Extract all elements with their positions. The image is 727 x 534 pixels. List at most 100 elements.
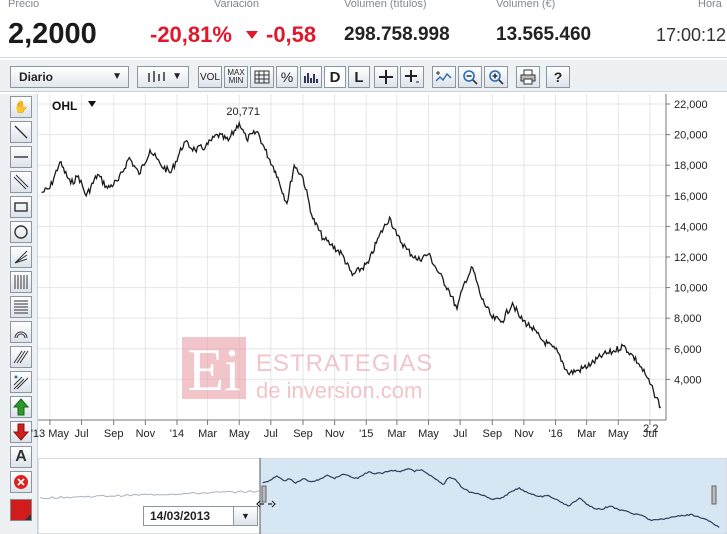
- chart-annotations: 20,771 2,2: [226, 106, 658, 435]
- last-price: 2,2000: [8, 18, 97, 50]
- navigator-history-line: [39, 490, 260, 500]
- range-navigator[interactable]: [38, 458, 727, 534]
- x-tick-label: Mar: [387, 428, 406, 440]
- rectangle-tool[interactable]: [10, 196, 32, 218]
- arrow-up-green-icon: [13, 398, 29, 416]
- navigator-left-handle[interactable]: [256, 485, 276, 508]
- x-tick-label: '13 May: [31, 428, 70, 440]
- delete-drawings-tool[interactable]: [10, 471, 32, 493]
- x-tick-label: Nov: [514, 428, 534, 440]
- help-button[interactable]: ?: [546, 66, 570, 88]
- change-label: Variación: [214, 0, 260, 10]
- chart-grid: [38, 94, 666, 420]
- printer-icon: [520, 69, 536, 85]
- percent-button[interactable]: %: [276, 66, 298, 88]
- grid-button[interactable]: [250, 66, 274, 88]
- x-tick-label: Sep: [104, 428, 124, 440]
- date-dropdown-button[interactable]: ▼: [233, 507, 257, 525]
- fibonacci-time-tool[interactable]: [10, 271, 32, 293]
- x-tick-label: Jul: [453, 428, 467, 440]
- navigator-right-handle[interactable]: [711, 485, 717, 505]
- chevron-down-icon: ▼: [241, 511, 250, 521]
- crosshair-label-icon: [405, 70, 419, 83]
- crosshair-label-button[interactable]: [400, 66, 424, 88]
- x-tick-label: Jul: [643, 428, 657, 440]
- watermark-letters: Ei: [187, 337, 240, 403]
- x-tick-label: Nov: [325, 428, 345, 440]
- time-label: Hora: [698, 0, 722, 10]
- zoom-in-button[interactable]: [484, 66, 508, 88]
- zoom-out-icon: [463, 70, 478, 85]
- arc-tool[interactable]: [10, 321, 32, 343]
- x-tick-label: Sep: [482, 428, 502, 440]
- max-min-button[interactable]: MAX MIN: [224, 66, 248, 88]
- text-tool[interactable]: A: [10, 446, 32, 468]
- chart-type-select[interactable]: ▼: [137, 66, 189, 88]
- print-button[interactable]: [516, 66, 540, 88]
- vertical-lines-icon: [14, 275, 28, 289]
- daily-scale-button[interactable]: D: [324, 66, 346, 88]
- change-absolute: -0,58: [266, 22, 317, 47]
- log-scale-button[interactable]: L: [348, 66, 370, 88]
- rectangle-icon: [14, 202, 28, 212]
- y-axis: 22,000 20,000 18,000 16,000 14,000 12,000 10,0…: [666, 99, 708, 386]
- watermark-logo: Ei ESTRATEGIAS de inversion.com: [182, 337, 432, 403]
- sell-signal-tool[interactable]: [10, 421, 32, 443]
- color-picker-corner-icon: [25, 514, 31, 520]
- x-tick-label: May: [608, 428, 629, 440]
- start-date-field[interactable]: 14/03/2013 ▼: [143, 506, 258, 526]
- x-tick-label: Nov: [136, 428, 156, 440]
- x-tick-label: '15: [359, 428, 373, 440]
- x-tick-label: Mar: [577, 428, 596, 440]
- horizontal-line-tool[interactable]: [10, 146, 32, 168]
- zoom-out-button[interactable]: [458, 66, 482, 88]
- title-dropdown-icon[interactable]: [88, 101, 96, 107]
- volume-button[interactable]: VOL: [198, 66, 222, 88]
- gann-tool[interactable]: [10, 346, 32, 368]
- period-select[interactable]: Diario ▼: [10, 66, 129, 88]
- color-picker[interactable]: [10, 499, 32, 521]
- y-tick-label: 20,000: [674, 130, 708, 142]
- max-label: MAX: [227, 68, 245, 77]
- parallel-channel-tool[interactable]: [10, 171, 32, 193]
- data-annotation: 20,771: [226, 106, 260, 118]
- volume-eur-label: Volumen (€): [496, 0, 556, 10]
- histogram-icon: [304, 73, 318, 83]
- y-tick-label: 12,000: [674, 252, 708, 264]
- y-tick-label: 10,000: [674, 283, 708, 295]
- fibonacci-retracement-tool[interactable]: [10, 296, 32, 318]
- min-label: MIN: [228, 76, 244, 85]
- ellipse-tool[interactable]: [10, 221, 32, 243]
- price-series-line: [41, 120, 662, 409]
- candlestick-icon: [148, 71, 165, 82]
- trend-line-tool[interactable]: [10, 121, 32, 143]
- fan-tool[interactable]: [10, 246, 32, 268]
- chevron-down-icon: ▼: [172, 71, 182, 82]
- circle-icon: [14, 225, 28, 239]
- drawing-tools: ✋ A: [0, 94, 38, 534]
- horizontal-line-icon: [14, 156, 28, 158]
- down-arrow-icon: [246, 31, 258, 39]
- y-tick-label: 4,000: [674, 374, 702, 386]
- navigator-selected-range: [260, 459, 726, 533]
- x-tick-label: May: [229, 428, 250, 440]
- crosshair-button[interactable]: [374, 66, 398, 88]
- hand-tool[interactable]: ✋: [10, 96, 32, 118]
- period-select-value: Diario: [19, 70, 54, 84]
- indicator-icon: [435, 71, 452, 82]
- add-indicator-button[interactable]: [432, 66, 456, 88]
- buy-signal-tool[interactable]: [10, 396, 32, 418]
- x-tick-label: Mar: [198, 428, 217, 440]
- zoom-in-icon: [489, 70, 504, 85]
- pitchfork-tool[interactable]: [10, 371, 32, 393]
- price-chart[interactable]: Ei ESTRATEGIAS de inversion.com 22,000 20…: [0, 94, 727, 458]
- x-tick-label: May: [418, 428, 439, 440]
- diagonal-line-icon: [14, 125, 28, 139]
- arc-icon: [14, 331, 28, 339]
- data-annotation: 2,2: [643, 423, 658, 435]
- watermark-box: [182, 337, 246, 399]
- volume-titles: 298.758.998: [344, 24, 450, 45]
- histogram-button[interactable]: [300, 66, 322, 88]
- start-date-value: 14/03/2013: [150, 509, 211, 523]
- volume-titles-label: Volumen (títulos): [344, 0, 427, 10]
